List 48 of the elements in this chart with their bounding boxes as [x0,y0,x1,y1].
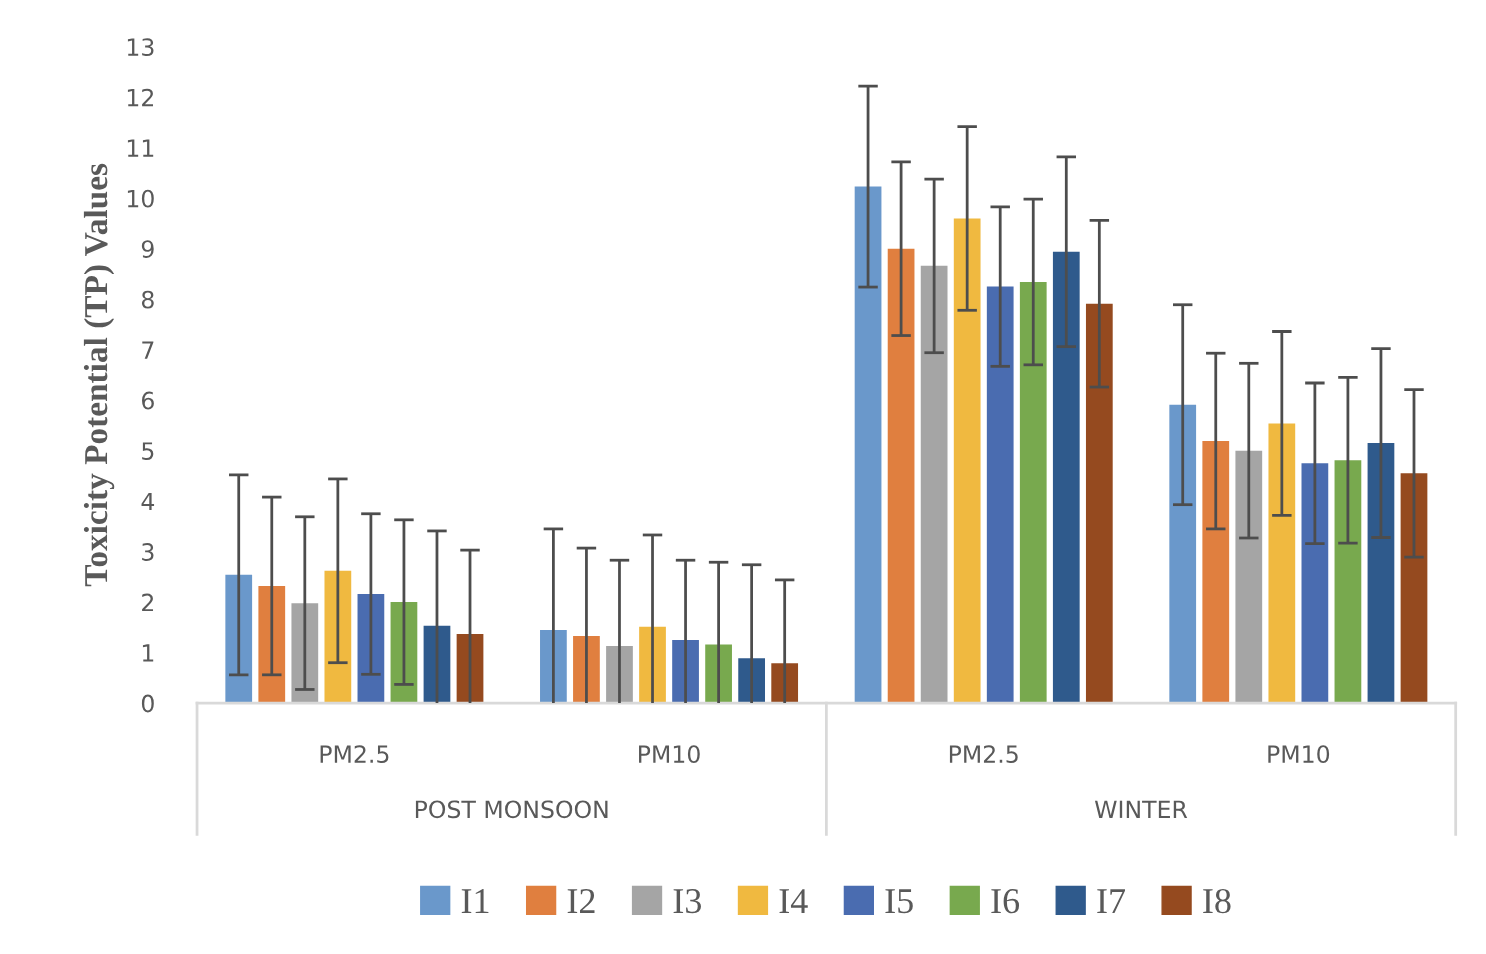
bar [953,218,981,704]
text: WINTER [1094,800,1188,818]
bar [1052,251,1080,704]
legend-label: I5 [885,889,913,914]
bar [1334,460,1362,704]
legend-label: I1 [461,889,489,913]
y-tick-label: 11 [127,139,154,157]
x-tick-label: PM10 [1268,745,1330,764]
y-tick-label: 10 [127,189,154,208]
legend-label: I7 [1097,889,1126,913]
bar [854,186,882,704]
bar [1235,450,1263,704]
bar [986,286,1014,704]
bar [920,265,948,704]
legend-label: I2 [567,889,595,913]
legend-label: I6 [991,889,1020,914]
bar [887,248,915,704]
y-tick-label: 1 [142,644,154,662]
y-tick-label: 6 [142,391,154,410]
y-tick-label: 2 [142,593,154,612]
x-tick-label: PM2.5 [320,745,389,764]
y-tick-label: 0 [141,694,154,713]
bar [1400,473,1428,704]
y-tick-label: 4 [141,492,155,511]
bar [1169,404,1197,704]
bar [1019,282,1047,704]
y-tick-label: 3 [142,543,154,561]
bar [1367,443,1395,704]
bar [357,594,385,704]
bar [1268,423,1296,704]
bar [390,602,418,704]
y-axis-title: Toxicity Potential (TP) Values [83,163,115,587]
bar [1301,463,1329,704]
y-tick-label: 5 [142,442,154,460]
bar [324,570,352,704]
x-tick-label: PM10 [639,745,700,764]
y-tick-label: 9 [141,240,154,259]
legend-label: I8 [1203,888,1231,914]
x-tick-label: PM2.5 [949,745,1018,764]
legend-label: I4 [779,889,808,913]
y-tick-label: 13 [127,38,154,57]
y-tick-label: 12 [127,88,154,107]
y-tick-label: 8 [141,290,154,309]
bar [1202,441,1230,704]
text: POST MONSOON [415,800,608,819]
bar [1085,303,1113,704]
y-tick-label: 7 [142,341,154,359]
legend-label: I3 [673,889,701,914]
